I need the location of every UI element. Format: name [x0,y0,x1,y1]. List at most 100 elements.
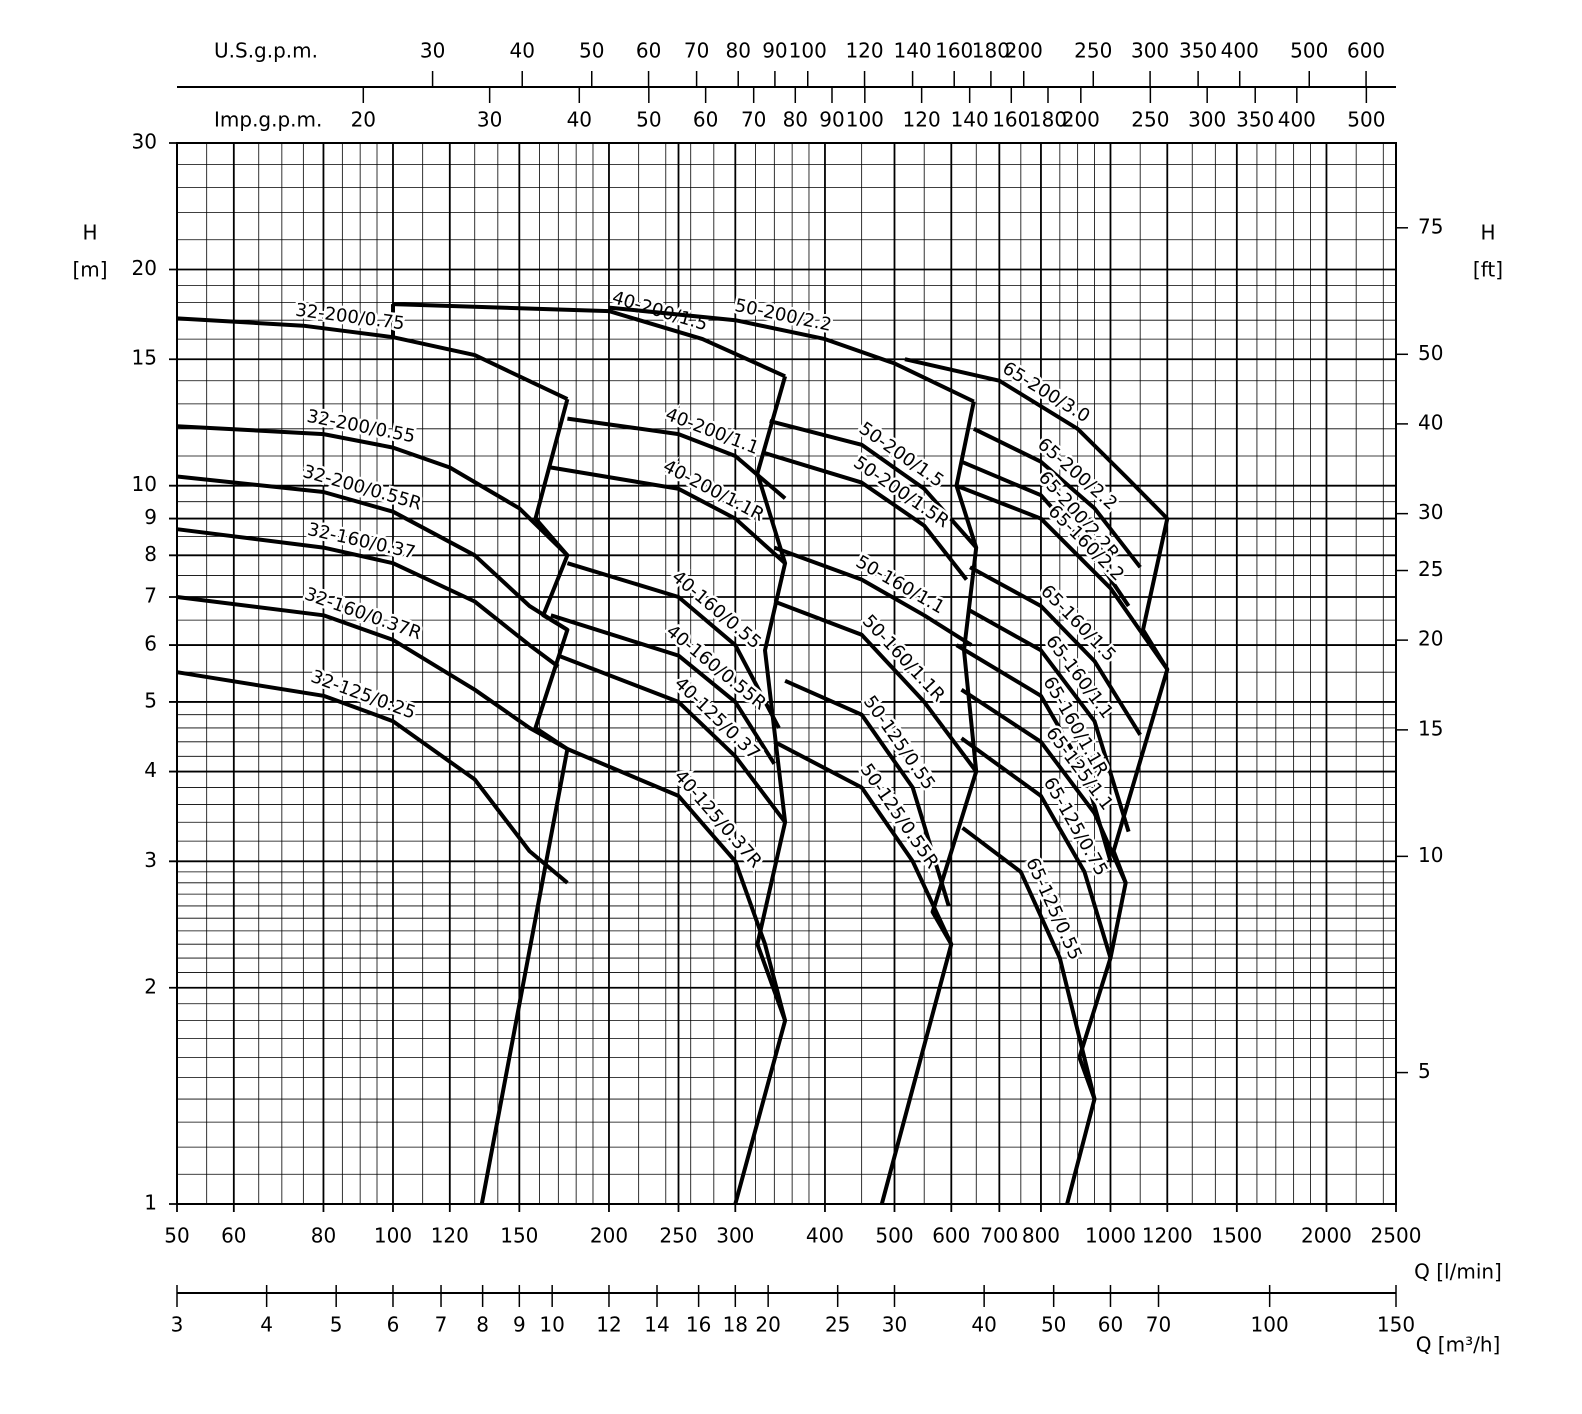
x2-tick-label: 25 [825,1313,850,1337]
x3-tick-label: 80 [725,39,750,63]
x2-tick-label: 150 [1377,1313,1415,1337]
pump-curve [176,474,569,632]
pump-curve [176,316,569,401]
x4-tick-label: 90 [819,108,844,132]
x-tick-label: 2500 [1371,1224,1422,1248]
y-tick-label: 8 [144,542,157,566]
x4-tick-label: 80 [783,108,808,132]
pump-curve [567,416,787,500]
x-tick-label: 150 [500,1224,538,1248]
y2-tick-label: 15 [1418,716,1443,740]
pump-curve [773,740,954,946]
y2-label: H [1480,221,1495,245]
x4-tick-label: 200 [1062,108,1100,132]
x-label: Q [l/min] [1414,1260,1502,1284]
x3-tick-label: 70 [684,39,709,63]
x4-tick-label: 50 [636,108,661,132]
pump-curve [566,747,788,1022]
x4-tick-label: 30 [477,108,502,132]
x2-tick-label: 100 [1251,1313,1289,1337]
x2-tick-label: 70 [1146,1313,1171,1337]
y-tick-label: 7 [144,583,157,607]
x-tick-label: 200 [590,1224,628,1248]
x2-tick-label: 40 [971,1313,996,1337]
y2-tick-label: 20 [1418,627,1443,651]
pump-curve [550,613,776,765]
pump-curve [176,424,569,557]
x-tick-label: 300 [716,1224,754,1248]
x2-tick-label: 9 [513,1313,526,1337]
x2-tick-label: 14 [644,1313,669,1337]
y-tick-label: 20 [132,256,157,280]
pump-curve [969,565,1142,736]
y-tick-label: 1 [144,1191,157,1215]
x2-tick-label: 6 [387,1313,400,1337]
curve-label: 40-200/1.1 [662,404,761,459]
pump-curve [764,451,969,581]
x2-tick-label: 12 [596,1313,621,1337]
y-unit: [m] [72,258,107,282]
pump-curve [773,599,978,773]
pump-curve [955,483,1169,671]
y-tick-label: 6 [144,632,157,656]
x-tick-label: 1000 [1085,1224,1136,1248]
y2-tick-label: 30 [1418,500,1443,524]
pump-curve [972,427,1142,569]
y-tick-label: 9 [144,505,157,529]
x-tick-label: 250 [659,1224,697,1248]
pump-curve [557,653,787,824]
y-tick-label: 5 [144,688,157,712]
x4-tick-label: 250 [1131,108,1169,132]
x4-tick-label: 20 [351,108,376,132]
x4-tick-label: 140 [951,108,989,132]
pump-curve [550,465,787,565]
x4-tick-label: 120 [903,108,941,132]
pump-curve [969,608,1131,833]
x2-tick-label: 60 [1098,1313,1123,1337]
pump-curve [176,527,560,669]
x4-label: Imp.g.p.m. [214,108,322,132]
x2-tick-label: 50 [1041,1313,1066,1337]
limit-line [479,398,570,1205]
curve-label: 32-200/0.75 [294,300,406,335]
x-tick-label: 400 [806,1224,844,1248]
x2-tick-label: 3 [171,1313,184,1337]
y2-tick-label: 50 [1418,341,1443,365]
y2-tick-label: 25 [1418,557,1443,581]
x3-tick-label: 500 [1290,39,1328,63]
x-tick-label: 1500 [1211,1224,1262,1248]
y-tick-label: 15 [132,346,157,370]
x3-tick-label: 30 [420,39,445,63]
pump-curve [769,419,978,549]
x3-tick-label: 60 [636,39,661,63]
y-label: H [82,221,97,245]
x4-tick-label: 300 [1188,108,1226,132]
x-tick-label: 60 [221,1224,246,1248]
x3-tick-label: 250 [1074,39,1112,63]
x-tick-label: 800 [1022,1224,1060,1248]
x2-tick-label: 8 [476,1313,489,1337]
x4-tick-label: 70 [741,108,766,132]
y2-tick-label: 10 [1418,843,1443,867]
x2-tick-label: 4 [260,1313,273,1337]
x3-tick-label: 160 [935,39,973,63]
x4-tick-label: 60 [693,108,718,132]
curve-label: 40-125/0.37R [670,766,766,872]
y2-tick-label: 75 [1418,214,1443,238]
x4-tick-label: 400 [1278,108,1316,132]
pump-curve [960,688,1128,884]
x-tick-label: 100 [374,1224,412,1248]
x4-tick-label: 500 [1347,108,1385,132]
x3-tick-label: 350 [1179,39,1217,63]
x2-tick-label: 16 [686,1313,711,1337]
y2-unit: [ft] [1473,258,1503,282]
pump-curve [176,670,569,885]
x2-tick-label: 10 [539,1313,564,1337]
x3-tick-label: 120 [845,39,883,63]
pump-curve [960,459,1131,608]
x2-tick-label: 5 [330,1313,343,1337]
x3-tick-label: 100 [789,39,827,63]
pump-curve [961,826,1097,1100]
x-tick-label: 700 [980,1224,1018,1248]
